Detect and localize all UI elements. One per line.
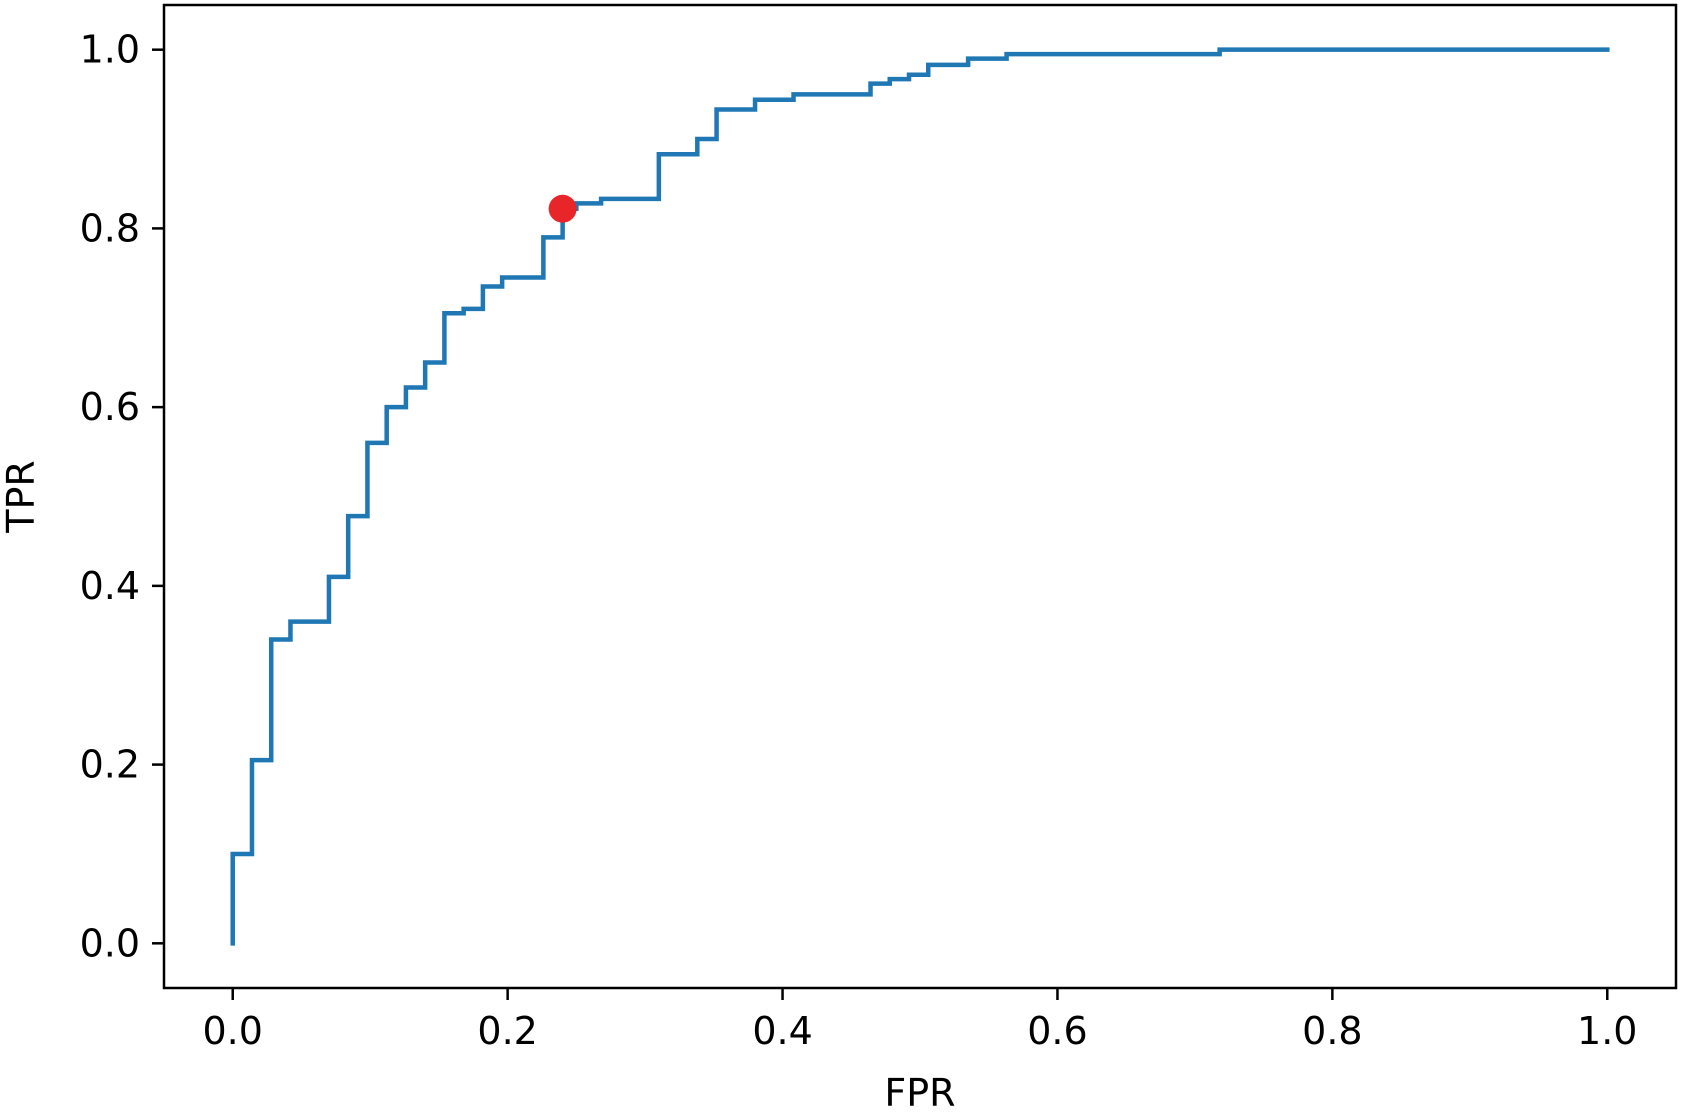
plot-frame: [162, 3, 1678, 990]
y-tick-label: 0.0: [80, 921, 140, 965]
optimal-threshold-point: [548, 194, 577, 223]
plot-area: [230, 47, 1610, 946]
x-tick-label: 1.0: [1577, 1009, 1637, 1053]
y-tick-label: 0.4: [80, 564, 140, 608]
y-tick-label: 0.6: [80, 385, 140, 429]
axes: 0.0 0.2 0.4 0.6 0.8 1.0 0.0 0.2 0.4 0.6 0.8 1.0 FPR T…: [0, 3, 1678, 1115]
x-tick-label: 0.0: [203, 1009, 263, 1053]
x-axis-label: FPR: [884, 1071, 955, 1115]
x-tick-label: 0.2: [477, 1009, 537, 1053]
y-axis-label: TPR: [0, 460, 43, 534]
x-tick-label: 0.6: [1027, 1009, 1087, 1053]
y-tick-label: 0.2: [80, 743, 140, 787]
x-tick-label: 0.4: [752, 1009, 812, 1053]
x-tick-label: 0.8: [1302, 1009, 1362, 1053]
roc-curve-line: [230, 47, 1610, 946]
y-tick-label: 0.8: [80, 206, 140, 250]
y-tick-label: 1.0: [80, 28, 140, 72]
